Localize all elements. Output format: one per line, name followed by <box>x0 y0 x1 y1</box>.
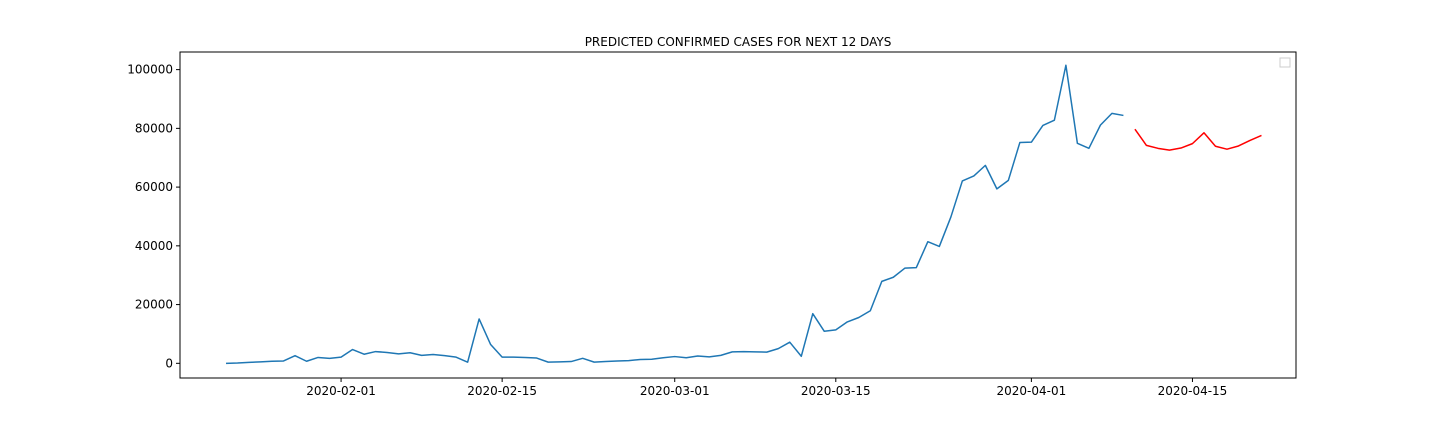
y-tick-label: 80000 <box>135 121 173 135</box>
x-tick-label: 2020-02-01 <box>306 384 376 398</box>
axes-frame <box>179 51 1297 379</box>
chart-title: PREDICTED CONFIRMED CASES FOR NEXT 12 DA… <box>585 35 892 49</box>
x-tick-label: 2020-04-01 <box>997 384 1067 398</box>
x-tick-label: 2020-03-01 <box>640 384 710 398</box>
plot-area <box>226 64 1262 365</box>
x-axis: 2020-02-01 2020-02-15 2020-03-01 2020-03-15… <box>306 378 1227 398</box>
y-tick-label: 0 <box>165 356 173 370</box>
x-tick-label: 2020-04-15 <box>1158 384 1228 398</box>
x-tick-label: 2020-02-15 <box>467 384 537 398</box>
y-tick-label: 20000 <box>135 298 173 312</box>
y-axis: 0 20000 40000 60000 80000 100000 <box>127 63 180 370</box>
x-tick-label: 2020-03-15 <box>801 384 871 398</box>
series-line-1 <box>1134 128 1262 151</box>
series-line-0 <box>226 64 1124 365</box>
y-tick-label: 100000 <box>127 63 173 77</box>
legend-box <box>1279 57 1291 68</box>
y-tick-label: 60000 <box>135 180 173 194</box>
y-tick-label: 40000 <box>135 239 173 253</box>
